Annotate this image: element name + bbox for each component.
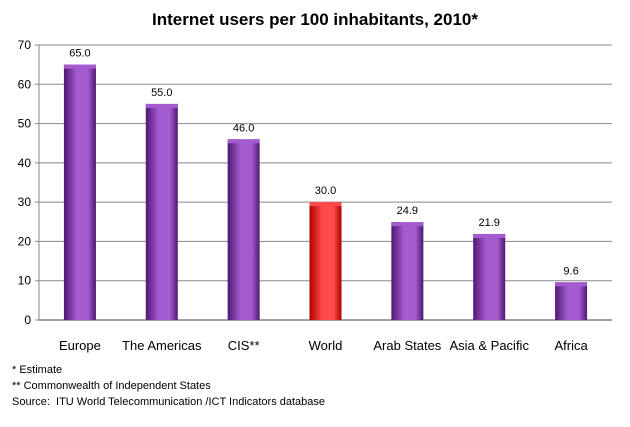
footnote-cis: ** Commonwealth of Independent States [12,380,211,392]
bar-top-cap [555,282,588,287]
data-label: 21.9 [479,217,500,229]
bar-top-cap [391,222,424,227]
category-label: The Americas [122,338,202,353]
data-label: 9.6 [563,265,578,277]
y-tick-label: 60 [18,77,32,91]
y-tick-label: 20 [18,234,32,248]
data-labels: 65.0 55.0 46.0 30.0 24.9 21.9 9.6 [69,48,579,278]
bar-arab-states [391,222,424,320]
category-label: World [309,338,343,353]
bar-top-cap [227,139,260,144]
bar-asia-pacific [473,233,506,320]
y-tick-label: 0 [24,313,31,327]
bar-top-cap [63,64,96,69]
data-label: 55.0 [151,87,172,99]
y-tick-label: 30 [18,195,32,209]
bar-world [309,202,342,320]
bar-top-cap [309,202,342,207]
category-label: Europe [59,338,101,353]
category-label: Arab States [373,338,441,353]
bar-the-americas [145,103,178,320]
bar-africa [555,282,588,320]
bar-europe [63,64,96,321]
y-tick-label: 70 [18,38,32,52]
footnote-source: Source: ITU World Telecommunication /ICT… [12,396,326,408]
category-label: Africa [554,338,588,353]
category-label: CIS** [228,338,260,353]
bar-top-cap [145,103,178,108]
footnote-estimate: * Estimate [12,364,63,376]
chart-title: Internet users per 100 inhabitants, 2010… [152,10,478,29]
bar-cis [227,139,260,320]
bars [63,64,588,321]
data-label: 65.0 [69,48,90,60]
y-axis-ticks: 0 10 20 30 40 50 60 70 [18,38,40,327]
y-tick-label: 40 [18,156,32,170]
category-labels: Europe The Americas CIS** World Arab States A… [59,338,588,353]
data-label: 46.0 [233,122,254,134]
category-label: Asia & Pacific [449,338,529,353]
y-tick-label: 10 [18,274,32,288]
y-tick-label: 50 [18,117,32,131]
data-label: 24.9 [397,205,418,217]
data-label: 30.0 [315,185,336,197]
bar-top-cap [473,233,506,238]
